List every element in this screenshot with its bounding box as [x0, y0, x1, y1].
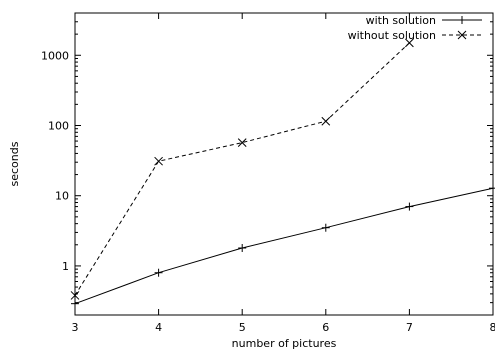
- data-point: [154, 268, 163, 277]
- data-point: [237, 138, 247, 147]
- y-axis-title: seconds: [8, 141, 21, 186]
- plot-frame: [74, 12, 494, 316]
- legend-marker: [457, 30, 467, 40]
- data-point: [321, 223, 330, 232]
- data-point: [238, 243, 247, 252]
- series-layer: [70, 38, 495, 308]
- y-tick-label: 1: [62, 260, 69, 273]
- legend-label: with solution: [366, 14, 436, 27]
- data-point: [71, 299, 79, 308]
- x-tick-label: 7: [406, 321, 413, 334]
- y-tick-label: 1000: [41, 49, 69, 62]
- data-point: [405, 202, 414, 211]
- y-tick-label: 100: [48, 119, 69, 132]
- series-line-1: [74, 42, 410, 296]
- x-axis: 3 4 5 6 7 8: [72, 13, 495, 334]
- x-tick-label: 8: [490, 321, 495, 334]
- series-line-0: [74, 187, 494, 305]
- data-point: [154, 156, 163, 166]
- legend-label: without solution: [348, 29, 436, 42]
- data-point: [489, 184, 495, 193]
- x-tick-label: 6: [322, 321, 329, 334]
- x-axis-title: number of pictures: [232, 337, 337, 350]
- x-tick-label: 4: [155, 321, 162, 334]
- x-tick-label: 3: [72, 321, 79, 334]
- data-point: [321, 116, 331, 126]
- x-tick-label: 5: [239, 321, 246, 334]
- legend-marker: [458, 16, 466, 24]
- legend: with solution without solution: [348, 14, 482, 42]
- data-point: [70, 291, 80, 300]
- data-point: [405, 38, 414, 48]
- y-axis: 1 10 100 1000: [41, 12, 493, 316]
- y-tick-label: 10: [55, 190, 69, 203]
